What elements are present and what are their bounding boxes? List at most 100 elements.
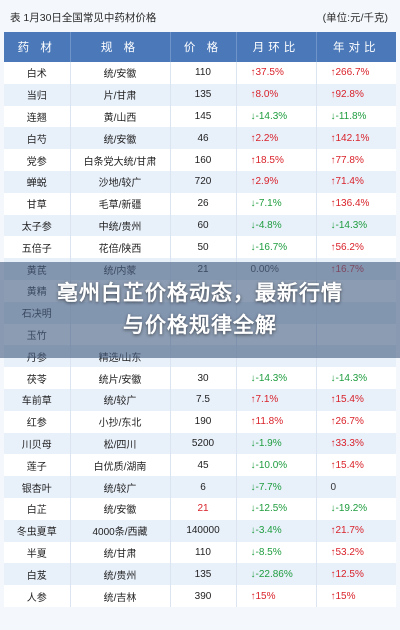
month-change-cell: ↑15%	[236, 585, 317, 607]
column-header: 月环比	[236, 32, 317, 62]
table-row: 茯苓 统片/安徽 30 ↓-14.3% ↓-14.3%	[4, 367, 396, 389]
price-cell: 720	[170, 170, 237, 193]
price-cell: 45	[170, 454, 237, 477]
price-cell: 21	[170, 497, 237, 520]
year-change-cell: ↑15.4%	[316, 388, 396, 411]
year-change-cell: ↑33.3%	[316, 432, 396, 455]
year-change-cell: ↑92.8%	[316, 83, 396, 106]
table-row: 蝉蜕 沙地/较广 720 ↑2.9% ↑71.4%	[4, 170, 396, 193]
month-change-cell: ↓-22.86%	[236, 563, 317, 586]
year-change-cell: ↑71.4%	[316, 170, 396, 193]
price-cell: 390	[170, 585, 237, 607]
table-row: 连翘 黄/山西 145 ↓-14.3% ↓-11.8%	[4, 105, 396, 128]
column-header: 年对比	[316, 32, 396, 62]
spec-cell: 白优质/湖南	[70, 454, 171, 477]
price-cell: 135	[170, 83, 237, 106]
table-row: 莲子 白优质/湖南 45 ↓-10.0% ↑15.4%	[4, 454, 396, 477]
price-cell: 140000	[170, 519, 237, 542]
month-change-cell: ↑8.0%	[236, 83, 317, 106]
herb-name-cell: 白芍	[4, 127, 71, 150]
spec-cell: 沙地/较广	[70, 170, 171, 193]
herb-name-cell: 党参	[4, 149, 71, 171]
spec-cell: 毛草/新疆	[70, 192, 171, 215]
herb-name-cell: 川贝母	[4, 432, 71, 455]
herb-name-cell: 蝉蜕	[4, 170, 71, 193]
table-row: 银杏叶 统/较广 6 ↓-7.7% 0	[4, 476, 396, 498]
price-cell: 145	[170, 105, 237, 128]
herb-name-cell: 白芷	[4, 497, 71, 520]
month-change-cell: ↑2.9%	[236, 170, 317, 193]
table-header-row: 药 材 规 格 价 格 月环比 年对比	[4, 32, 396, 62]
year-change-cell: ↑56.2%	[316, 236, 396, 259]
month-change-cell: ↓-7.7%	[236, 476, 317, 498]
month-change-cell: ↓-1.9%	[236, 432, 317, 455]
spec-cell: 统/甘肃	[70, 541, 171, 564]
table-row: 白芍 统/安徽 46 ↑2.2% ↑142.1%	[4, 127, 396, 150]
year-change-cell: ↑26.7%	[316, 410, 396, 433]
month-change-cell: ↓-14.3%	[236, 367, 317, 389]
year-change-cell: ↑21.7%	[316, 519, 396, 542]
year-change-cell: 0	[316, 476, 396, 498]
spec-cell: 统/安徽	[70, 497, 171, 520]
table-row: 甘草 毛草/新疆 26 ↓-7.1% ↑136.4%	[4, 192, 396, 215]
herb-name-cell: 白术	[4, 62, 71, 84]
spec-cell: 花倍/陕西	[70, 236, 171, 259]
price-cell: 190	[170, 410, 237, 433]
spec-cell: 片/甘肃	[70, 83, 171, 106]
price-cell: 135	[170, 563, 237, 586]
herb-name-cell: 车前草	[4, 388, 71, 411]
price-cell: 30	[170, 367, 237, 389]
table-row: 党参 白条党大统/甘肃 160 ↑18.5% ↑77.8%	[4, 149, 396, 171]
month-change-cell: ↓-8.5%	[236, 541, 317, 564]
spec-cell: 白条党大统/甘肃	[70, 149, 171, 171]
spec-cell: 统/吉林	[70, 585, 171, 607]
table-row: 五倍子 花倍/陕西 50 ↓-16.7% ↑56.2%	[4, 236, 396, 259]
month-change-cell: ↓-16.7%	[236, 236, 317, 259]
price-cell: 160	[170, 149, 237, 171]
month-change-cell: ↓-12.5%	[236, 497, 317, 520]
price-cell: 6	[170, 476, 237, 498]
month-change-cell: ↑11.8%	[236, 410, 317, 433]
year-change-cell: ↑77.8%	[316, 149, 396, 171]
year-change-cell: ↓-14.3%	[316, 367, 396, 389]
price-cell: 110	[170, 62, 237, 84]
table-caption: 表 1月30日全国常见中药材价格 (单位:元/千克)	[6, 6, 394, 28]
year-change-cell: ↑266.7%	[316, 62, 396, 84]
year-change-cell: ↑136.4%	[316, 192, 396, 215]
year-change-cell: ↑15.4%	[316, 454, 396, 477]
unit-label: (单位:元/千克)	[322, 11, 388, 24]
year-change-cell: ↑142.1%	[316, 127, 396, 150]
herb-name-cell: 人参	[4, 585, 71, 607]
herb-name-cell: 当归	[4, 83, 71, 106]
column-header: 价 格	[170, 32, 237, 62]
herb-name-cell: 白芨	[4, 563, 71, 586]
table-row: 半夏 统/甘肃 110 ↓-8.5% ↑53.2%	[4, 541, 396, 564]
spec-cell: 统/安徽	[70, 62, 171, 84]
price-cell: 60	[170, 214, 237, 237]
year-change-cell: ↑12.5%	[316, 563, 396, 586]
price-cell: 46	[170, 127, 237, 150]
column-header: 药 材	[4, 32, 71, 62]
spec-cell: 统/安徽	[70, 127, 171, 150]
year-change-cell: ↓-11.8%	[316, 105, 396, 128]
herb-name-cell: 莲子	[4, 454, 71, 477]
year-change-cell: ↑53.2%	[316, 541, 396, 564]
month-change-cell: ↑18.5%	[236, 149, 317, 171]
month-change-cell: ↓-4.8%	[236, 214, 317, 237]
table-row: 红参 小抄/东北 190 ↑11.8% ↑26.7%	[4, 410, 396, 433]
table-row: 冬虫夏草 4000条/西藏 140000 ↓-3.4% ↑21.7%	[4, 519, 396, 542]
price-cell: 50	[170, 236, 237, 259]
table-row: 白芨 统/贵州 135 ↓-22.86% ↑12.5%	[4, 563, 396, 586]
spec-cell: 统片/安徽	[70, 367, 171, 389]
herb-name-cell: 甘草	[4, 192, 71, 215]
herb-name-cell: 太子参	[4, 214, 71, 237]
table-row: 川贝母 松/四川 5200 ↓-1.9% ↑33.3%	[4, 432, 396, 455]
spec-cell: 4000条/西藏	[70, 519, 171, 542]
month-change-cell: ↓-10.0%	[236, 454, 317, 477]
spec-cell: 松/四川	[70, 432, 171, 455]
price-cell: 7.5	[170, 388, 237, 411]
herb-name-cell: 茯苓	[4, 367, 71, 389]
herb-name-cell: 银杏叶	[4, 476, 71, 498]
spec-cell: 统/较广	[70, 388, 171, 411]
